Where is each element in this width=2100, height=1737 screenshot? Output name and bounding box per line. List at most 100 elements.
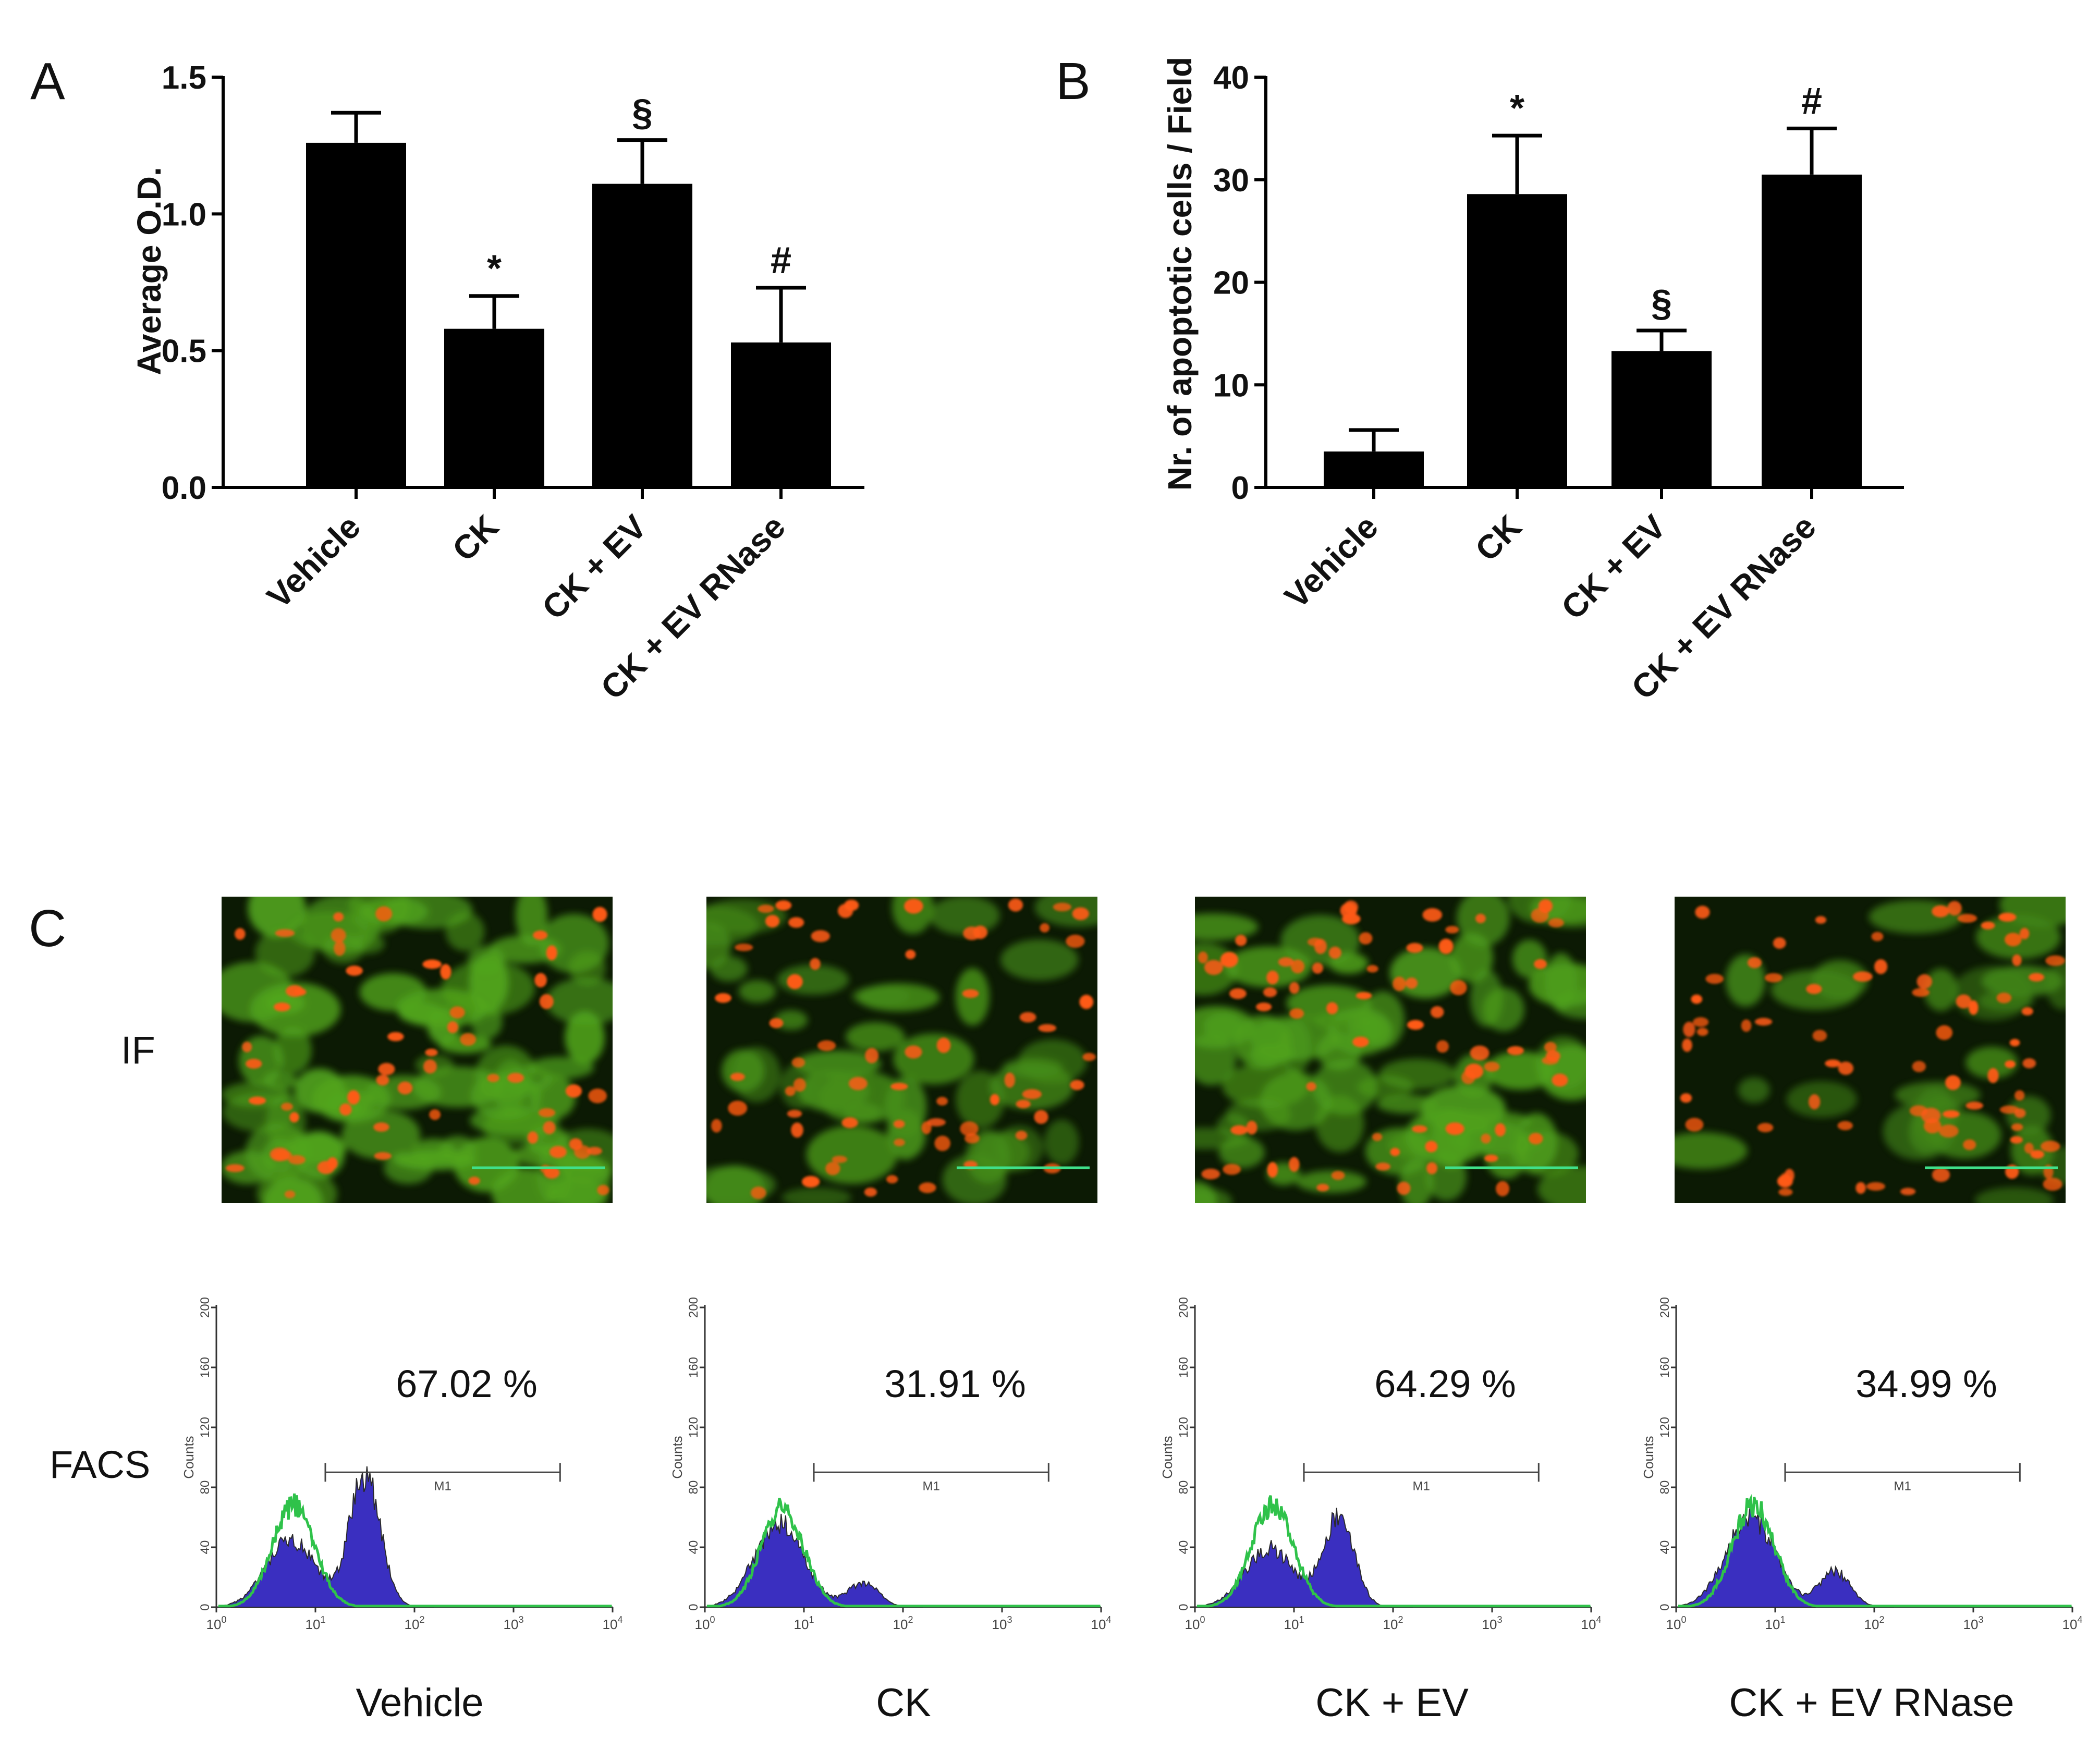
facs-y-tick-label: 120 bbox=[198, 1417, 212, 1438]
cell-nucleus bbox=[1306, 1082, 1316, 1091]
facs-sample-histogram bbox=[221, 1466, 434, 1608]
cell-nucleus bbox=[1229, 988, 1247, 999]
cell-cytoplasm bbox=[1675, 1132, 1748, 1169]
cell-nucleus bbox=[936, 1097, 948, 1106]
condition-label: CK + EV bbox=[1315, 1681, 1469, 1725]
cell-cytoplasm bbox=[1195, 1181, 1217, 1203]
cell-cytoplasm bbox=[248, 897, 306, 938]
cell-cytoplasm bbox=[539, 913, 609, 973]
cell-cytoplasm bbox=[1316, 1032, 1362, 1070]
cell-nucleus bbox=[785, 1086, 796, 1096]
cell-cytoplasm bbox=[222, 1151, 275, 1184]
y-tick-label: 40 bbox=[1213, 60, 1249, 96]
y-tick-label: 20 bbox=[1213, 265, 1249, 301]
bar-3 bbox=[592, 184, 692, 487]
facs-y-tick-label: 160 bbox=[1177, 1357, 1191, 1378]
cell-nucleus bbox=[841, 1117, 858, 1128]
cell-nucleus bbox=[549, 1146, 567, 1158]
facs-y-axis-label: Counts bbox=[1159, 1436, 1175, 1478]
cell-nucleus bbox=[1450, 980, 1467, 996]
cell-nucleus bbox=[1198, 951, 1208, 963]
cell-cytoplasm bbox=[1000, 939, 1079, 981]
cell-nucleus bbox=[1936, 1025, 1953, 1040]
cell-nucleus bbox=[2030, 1149, 2044, 1159]
cell-nucleus bbox=[1015, 1130, 1028, 1140]
cell-nucleus bbox=[811, 930, 830, 943]
cell-nucleus bbox=[294, 988, 307, 996]
facs-y-tick-label: 0 bbox=[1177, 1604, 1191, 1610]
cell-nucleus bbox=[919, 1182, 936, 1193]
cell-nucleus bbox=[1393, 976, 1406, 992]
m1-gate-label: M1 bbox=[1894, 1479, 1911, 1493]
cell-cytoplasm bbox=[1195, 913, 1259, 941]
facs-x-tick-exponent: 2 bbox=[1398, 1614, 1403, 1625]
cell-nucleus bbox=[1969, 1000, 1979, 1015]
cell-cytoplasm bbox=[738, 980, 776, 1003]
cell-nucleus bbox=[1996, 993, 2012, 1004]
cell-cytoplasm bbox=[545, 977, 613, 1025]
cell-cytoplasm bbox=[222, 962, 294, 1022]
panel-b-bars: * § # bbox=[1324, 80, 1862, 488]
cell-nucleus bbox=[1680, 1093, 1692, 1103]
cell-nucleus bbox=[750, 1186, 766, 1200]
y-tick-label: 0.5 bbox=[162, 334, 206, 370]
cell-nucleus bbox=[1691, 994, 1703, 1004]
cell-nucleus bbox=[317, 1160, 335, 1175]
cell-nucleus bbox=[1542, 1056, 1559, 1065]
cell-nucleus bbox=[543, 1167, 560, 1179]
cell-nucleus bbox=[1223, 1164, 1241, 1175]
cell-nucleus bbox=[1784, 1168, 1794, 1183]
cell-cytoplasm bbox=[974, 1131, 1030, 1173]
cell-cytoplasm bbox=[1974, 1187, 2054, 1203]
cell-nucleus bbox=[1066, 934, 1085, 948]
cell-nucleus bbox=[538, 1108, 556, 1118]
cell-nucleus bbox=[788, 917, 804, 928]
cell-nucleus bbox=[1682, 1038, 1692, 1052]
cell-nucleus bbox=[904, 898, 923, 914]
cell-nucleus bbox=[1407, 1020, 1424, 1030]
cell-nucleus bbox=[587, 1146, 602, 1155]
cell-nucleus bbox=[225, 1164, 245, 1172]
cell-nucleus bbox=[235, 928, 246, 940]
facs-percentage: 67.02 % bbox=[396, 1362, 538, 1405]
condition-label: Vehicle bbox=[356, 1681, 483, 1725]
cell-nucleus bbox=[1422, 908, 1443, 922]
cell-nucleus bbox=[507, 1072, 524, 1083]
cell-nucleus bbox=[962, 989, 979, 998]
m1-gate-label: M1 bbox=[922, 1479, 939, 1493]
facs-y-tick-label: 80 bbox=[1658, 1481, 1672, 1495]
cell-nucleus bbox=[468, 1177, 480, 1185]
cell-cytoplasm bbox=[222, 1092, 298, 1132]
significance-marker: # bbox=[1801, 80, 1822, 122]
cell-nucleus bbox=[2014, 1090, 2025, 1101]
cell-cytoplasm bbox=[1786, 1081, 1858, 1118]
facs-x-tick-label: 103 bbox=[504, 1614, 524, 1632]
cell-nucleus bbox=[921, 1121, 932, 1134]
significance-marker: § bbox=[632, 92, 653, 134]
cell-cytoplasm bbox=[851, 986, 910, 1006]
panel-a-bar-chart: A Average O.D. 0.0 0.5 1.0 1.5 Vehicle CK CK +… bbox=[30, 52, 864, 707]
cell-cytoplasm bbox=[1812, 960, 1869, 1000]
bar-3 bbox=[1611, 351, 1712, 487]
cell-nucleus bbox=[1943, 1110, 1960, 1118]
cell-cytoplasm bbox=[341, 1110, 421, 1160]
if-row-label: IF bbox=[121, 1029, 155, 1072]
facs-x-tick-label: 104 bbox=[1091, 1614, 1112, 1632]
facs-x-tick-label: 100 bbox=[695, 1614, 715, 1632]
cell-nucleus bbox=[964, 1133, 980, 1144]
cell-nucleus bbox=[1438, 938, 1454, 955]
cell-nucleus bbox=[574, 1145, 591, 1159]
cell-nucleus bbox=[2021, 1007, 2033, 1016]
cell-nucleus bbox=[791, 1057, 805, 1068]
cell-nucleus bbox=[1912, 1061, 1926, 1072]
m1-gate-label: M1 bbox=[1412, 1479, 1430, 1493]
cell-nucleus bbox=[1747, 957, 1762, 969]
facs-y-tick-label: 120 bbox=[687, 1417, 701, 1438]
cell-nucleus bbox=[1963, 1139, 1976, 1151]
cell-nucleus bbox=[2022, 1058, 2036, 1069]
facs-x-tick-exponent: 0 bbox=[710, 1614, 715, 1625]
cell-cytoplasm bbox=[300, 897, 381, 955]
facs-x-tick-exponent: 1 bbox=[1780, 1614, 1785, 1625]
